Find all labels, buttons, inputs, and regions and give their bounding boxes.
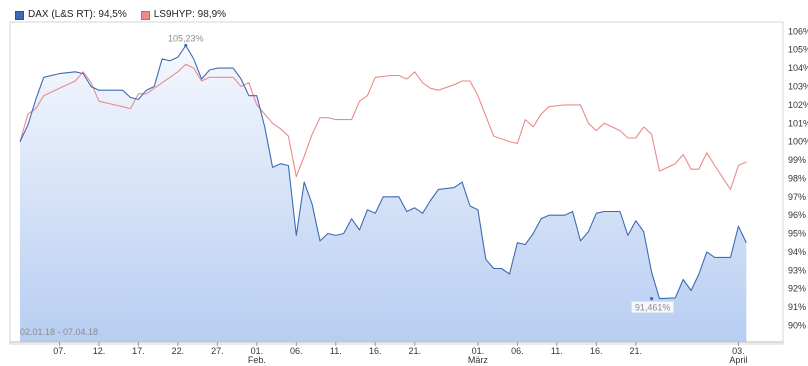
y-tick-label: 90% [788,320,806,330]
legend-label-dax: DAX (L&S RT): 94,5% [28,9,127,20]
y-tick-label: 98% [788,173,806,183]
annotations: 105,23% 91,461% [168,34,674,313]
x-tick-label: 12. [93,346,106,356]
legend-item-ls9hyp[interactable]: LS9HYP: 98,9% [140,9,227,21]
y-tick-label: 100% [788,137,808,147]
x-tick-label: 01. [251,346,264,356]
dax-line[interactable] [19,44,747,300]
x-tick-label: 27. [211,346,224,356]
dax-area [20,45,747,342]
legend: DAX (L&S RT): 94,5% LS9HYP: 98,9% [15,9,226,21]
x-tick-label: 03. [732,346,745,356]
x-tick-label: 16. [369,346,382,356]
plot-frame [9,21,784,345]
x-axis: 07. 12. 17. 22. 27. 01.Feb.06. 11. 16. 21. 01.Mär… [10,341,783,365]
x-tick-label: 21. [630,346,643,356]
x-tick-label: 16. [590,346,603,356]
x-tick-label: 01. [472,346,485,356]
date-range-label: 02.01.18 - 07.04.18 [20,327,98,337]
high-marker [184,43,188,48]
legend-label-ls9hyp: LS9HYP: 98,9% [153,9,227,20]
y-tick-label: 106% [788,26,808,36]
low-marker [649,297,654,301]
y-tick-label: 96% [788,210,806,220]
ls9hyp-swatch-icon [140,10,150,20]
x-tick-label: 06. [511,346,524,356]
x-tick-month-label: April [729,355,747,365]
x-tick-label: 21. [408,346,421,356]
y-tick-label: 97% [788,192,806,202]
series-lines [19,44,747,300]
x-tick-label: 06. [290,346,303,356]
dax-swatch-icon [15,10,24,20]
x-tick-label: 11. [551,346,563,356]
ls9hyp-line[interactable] [19,63,747,190]
y-tick-label: 99% [788,155,806,165]
y-tick-label: 105% [788,45,808,55]
y-tick-label: 102% [788,100,808,110]
x-tick-label: 11. [330,346,342,356]
y-tick-label: 91% [788,302,806,312]
x-tick-label: 07. [53,346,66,356]
low-value-label: 91,461% [635,303,671,313]
dax-area-fill [20,45,747,342]
y-tick-label: 103% [788,81,808,91]
high-value-label: 105,23% [168,34,204,44]
y-tick-label: 104% [788,63,808,73]
x-tick-month-label: März [468,355,488,365]
x-tick-month-label: Feb. [248,355,266,365]
y-axis: 90% 91% 92% 93% 94% 95% 96% 97% 98% 99% 100% 101% 10… [788,26,808,330]
y-tick-label: 94% [788,247,806,257]
y-tick-label: 101% [788,118,808,128]
y-tick-label: 93% [788,265,806,275]
x-tick-label: 22. [172,346,185,356]
legend-item-dax[interactable]: DAX (L&S RT): 94,5% [15,9,127,21]
y-tick-label: 95% [788,229,806,239]
x-tick-label: 17. [132,346,145,356]
low-label-bg [631,301,674,313]
y-tick-label: 92% [788,284,806,294]
